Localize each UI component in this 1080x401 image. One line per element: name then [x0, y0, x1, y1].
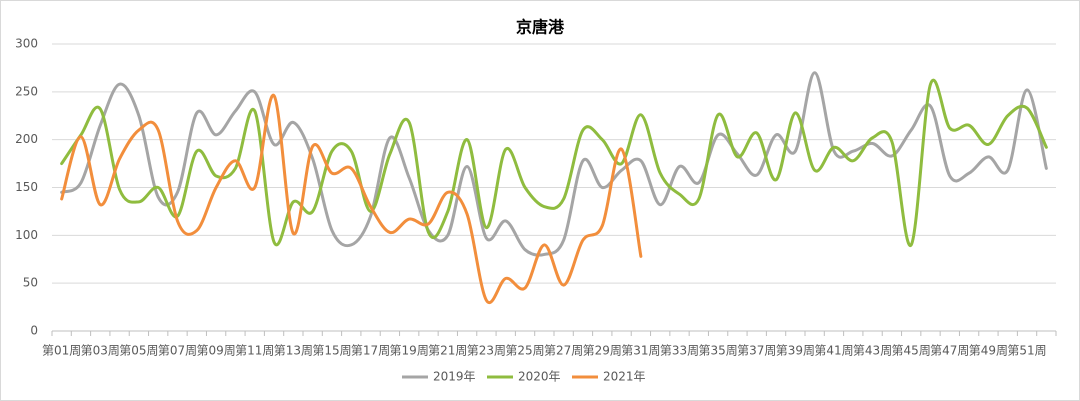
x-tick-label: 第37周	[737, 344, 776, 358]
x-tick-label: 第49周	[969, 344, 1008, 358]
x-tick-label: 第47周	[930, 344, 969, 358]
x-tick-label: 第19周	[390, 344, 429, 358]
x-tick-label: 第09周	[196, 344, 235, 358]
y-tick-label: 0	[30, 324, 38, 338]
y-tick-label: 150	[15, 180, 38, 194]
x-tick-label: 第05周	[119, 344, 158, 358]
y-tick-label: 200	[15, 132, 38, 146]
x-tick-label: 第01周	[42, 344, 81, 358]
x-tick-label: 第17周	[351, 344, 390, 358]
x-tick-label: 第29周	[583, 344, 622, 358]
x-tick-label: 第27周	[544, 344, 583, 358]
x-tick-label: 第31周	[621, 344, 660, 358]
series-line	[60, 71, 1048, 257]
x-tick-label: 第51周	[1007, 344, 1046, 358]
x-tick-label: 第45周	[892, 344, 931, 358]
y-tick-label: 300	[15, 37, 38, 51]
x-tick-label: 第21周	[428, 344, 467, 358]
x-tick-label: 第25周	[505, 344, 544, 358]
x-tick-label: 第39周	[776, 344, 815, 358]
series-line	[60, 79, 1048, 247]
legend-label: 2021年	[603, 370, 646, 384]
x-tick-label: 第13周	[274, 344, 313, 358]
x-tick-label: 第23周	[467, 344, 506, 358]
x-tick-label: 第11周	[235, 344, 274, 358]
x-tick-label: 第35周	[698, 344, 737, 358]
legend-label: 2019年	[433, 370, 476, 384]
x-tick-label: 第43周	[853, 344, 892, 358]
y-tick-label: 50	[23, 276, 38, 290]
x-tick-label: 第33周	[660, 344, 699, 358]
chart-title: 京唐港	[516, 18, 565, 37]
x-tick-label: 第03周	[81, 344, 120, 358]
legend-label: 2020年	[518, 370, 561, 384]
x-tick-label: 第41周	[814, 344, 853, 358]
y-tick-label: 250	[15, 84, 38, 98]
x-tick-label: 第15周	[312, 344, 351, 358]
series-line	[60, 94, 643, 305]
y-tick-label: 100	[15, 228, 38, 242]
x-tick-label: 第07周	[158, 344, 197, 358]
